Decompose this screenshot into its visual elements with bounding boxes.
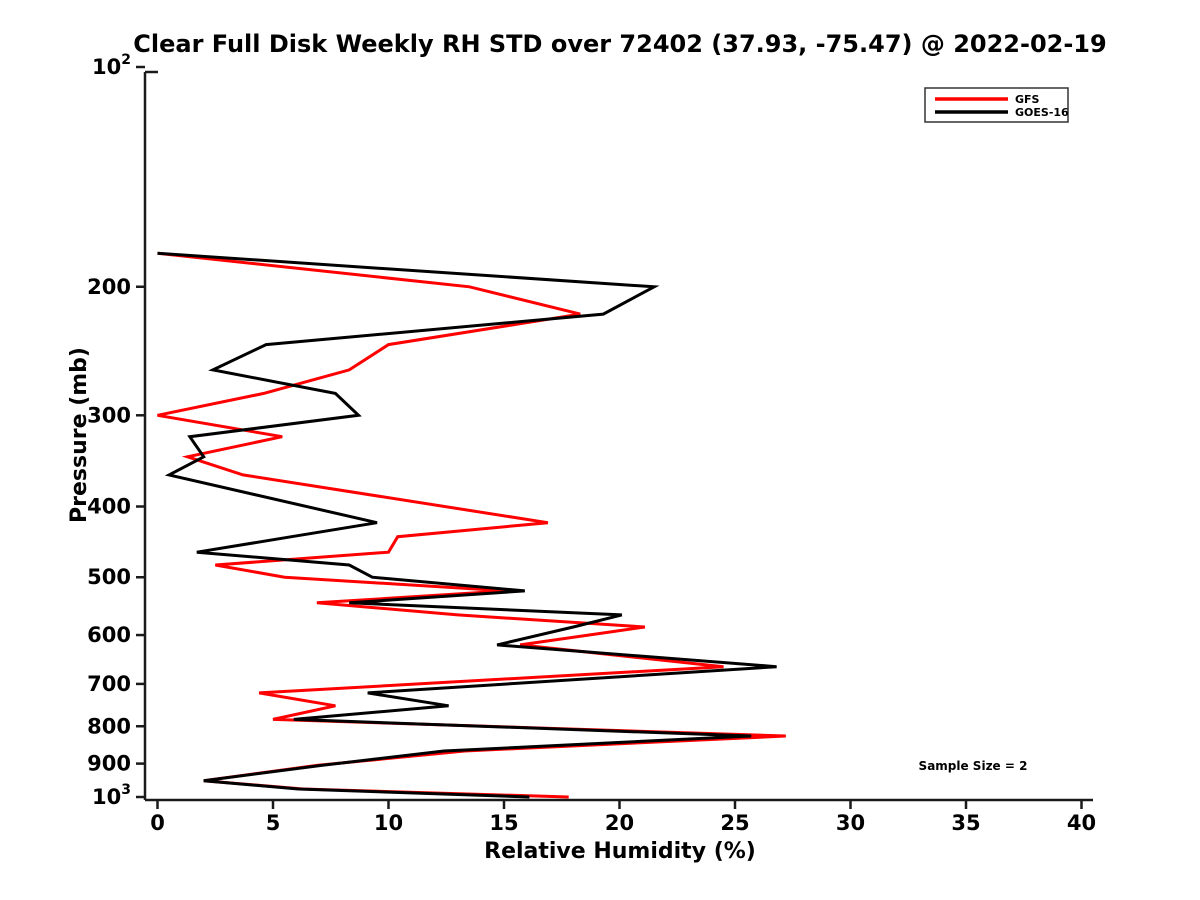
x-tick-label: 20 [605,811,634,835]
x-tick-label: 35 [951,811,980,835]
y-tick-label: 200 [87,275,131,299]
y-axis-label: Pressure (mb) [67,347,92,523]
x-tick-label: 30 [836,811,865,835]
y-axis-ticks: 102 200 300 400 500 600 700 800 900 103 [87,52,145,809]
y-tick-label: 800 [87,714,131,738]
sample-size-note: Sample Size = 2 [919,759,1028,773]
y-tick-label: 900 [87,752,131,776]
legend-box [924,87,1069,123]
series-line-gfs [157,251,786,799]
x-tick-label: 40 [1067,811,1096,835]
legend: GFS GOES-16 [924,87,1069,123]
y-tick-label: 102 [92,52,131,79]
data-series [157,251,786,799]
y-tick-label: 400 [87,495,131,519]
chart-title: Clear Full Disk Weekly RH STD over 72402… [133,30,1106,58]
y-tick-label: 600 [87,623,131,647]
legend-label-goes16: GOES-16 [1015,106,1069,119]
x-tick-label: 0 [150,811,165,835]
y-tick-label: 500 [87,565,131,589]
x-tick-label: 25 [720,811,749,835]
y-tick-label: 103 [92,782,131,809]
y-tick-label: 300 [87,403,131,427]
legend-label-gfs: GFS [1015,93,1040,106]
x-axis-ticks: 0 5 10 15 20 25 30 35 40 [150,800,1096,835]
y-tick-label: 700 [87,672,131,696]
x-tick-label: 5 [266,811,281,835]
x-tick-label: 10 [374,811,403,835]
x-tick-label: 15 [489,811,518,835]
x-axis-label: Relative Humidity (%) [484,839,756,864]
series-line-goes-16 [157,251,777,799]
